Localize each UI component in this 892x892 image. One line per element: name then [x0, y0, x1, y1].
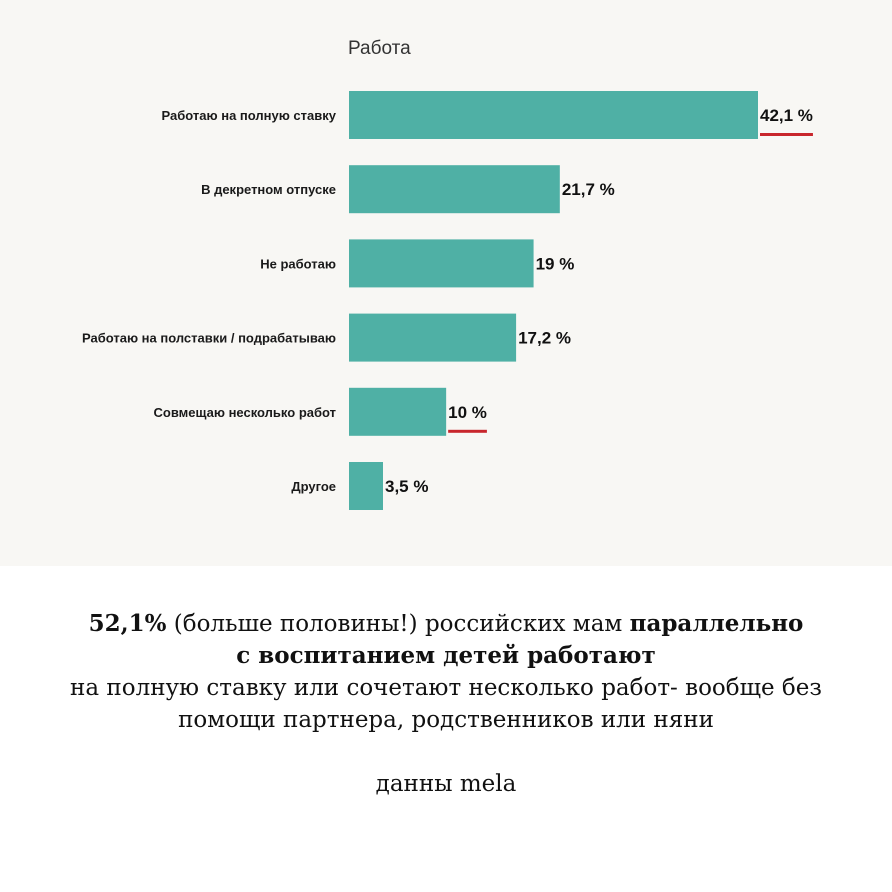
category-label: Работаю на полную ставку [162, 108, 337, 123]
chart-title: Работа [348, 38, 411, 59]
category-label: Работаю на полставки / подрабатываю [82, 331, 336, 346]
value-label: 10 % [448, 403, 487, 422]
bar [349, 91, 758, 139]
bar [349, 313, 517, 362]
value-label: 21,7 % [562, 180, 615, 199]
caption-line-3: на полную ставку или сочетают несколько … [70, 675, 822, 701]
value-underline [760, 133, 813, 136]
value-label: 42,1 % [760, 106, 813, 125]
caption-highlight-percent: 52,1% [88, 610, 167, 637]
value-label: 17,2 % [518, 329, 571, 348]
value-label: 3,5 % [385, 477, 428, 496]
bar [349, 387, 447, 436]
caption-text-1: (больше половины!) российских мам [166, 611, 630, 637]
category-label: Другое [291, 479, 336, 494]
chart-panel: Работа Работаю на полную ставку 42,1 % В д… [0, 0, 892, 566]
caption-line-2: с воспитанием детей работают [236, 642, 656, 669]
category-label: Совмещаю несколько работ [154, 405, 336, 420]
caption-line-1: 52,1% (больше половины!) российских мам … [0, 608, 892, 640]
category-label: В декретном отпуске [201, 182, 336, 197]
caption: 52,1% (больше половины!) российских мам … [0, 608, 892, 800]
value-underline [448, 429, 487, 433]
value-label: 19 % [536, 254, 575, 273]
bar [349, 239, 534, 288]
bar [349, 462, 384, 510]
category-label: Не работаю [260, 256, 336, 271]
caption-line-4: помощи партнера, родственников или няни [178, 707, 714, 733]
caption-source: данны mela [375, 771, 517, 797]
bar-chart: Работа Работаю на полную ставку 42,1 % В д… [82, 38, 813, 510]
caption-highlight-parallel: параллельно [629, 610, 804, 637]
bar [349, 165, 560, 214]
